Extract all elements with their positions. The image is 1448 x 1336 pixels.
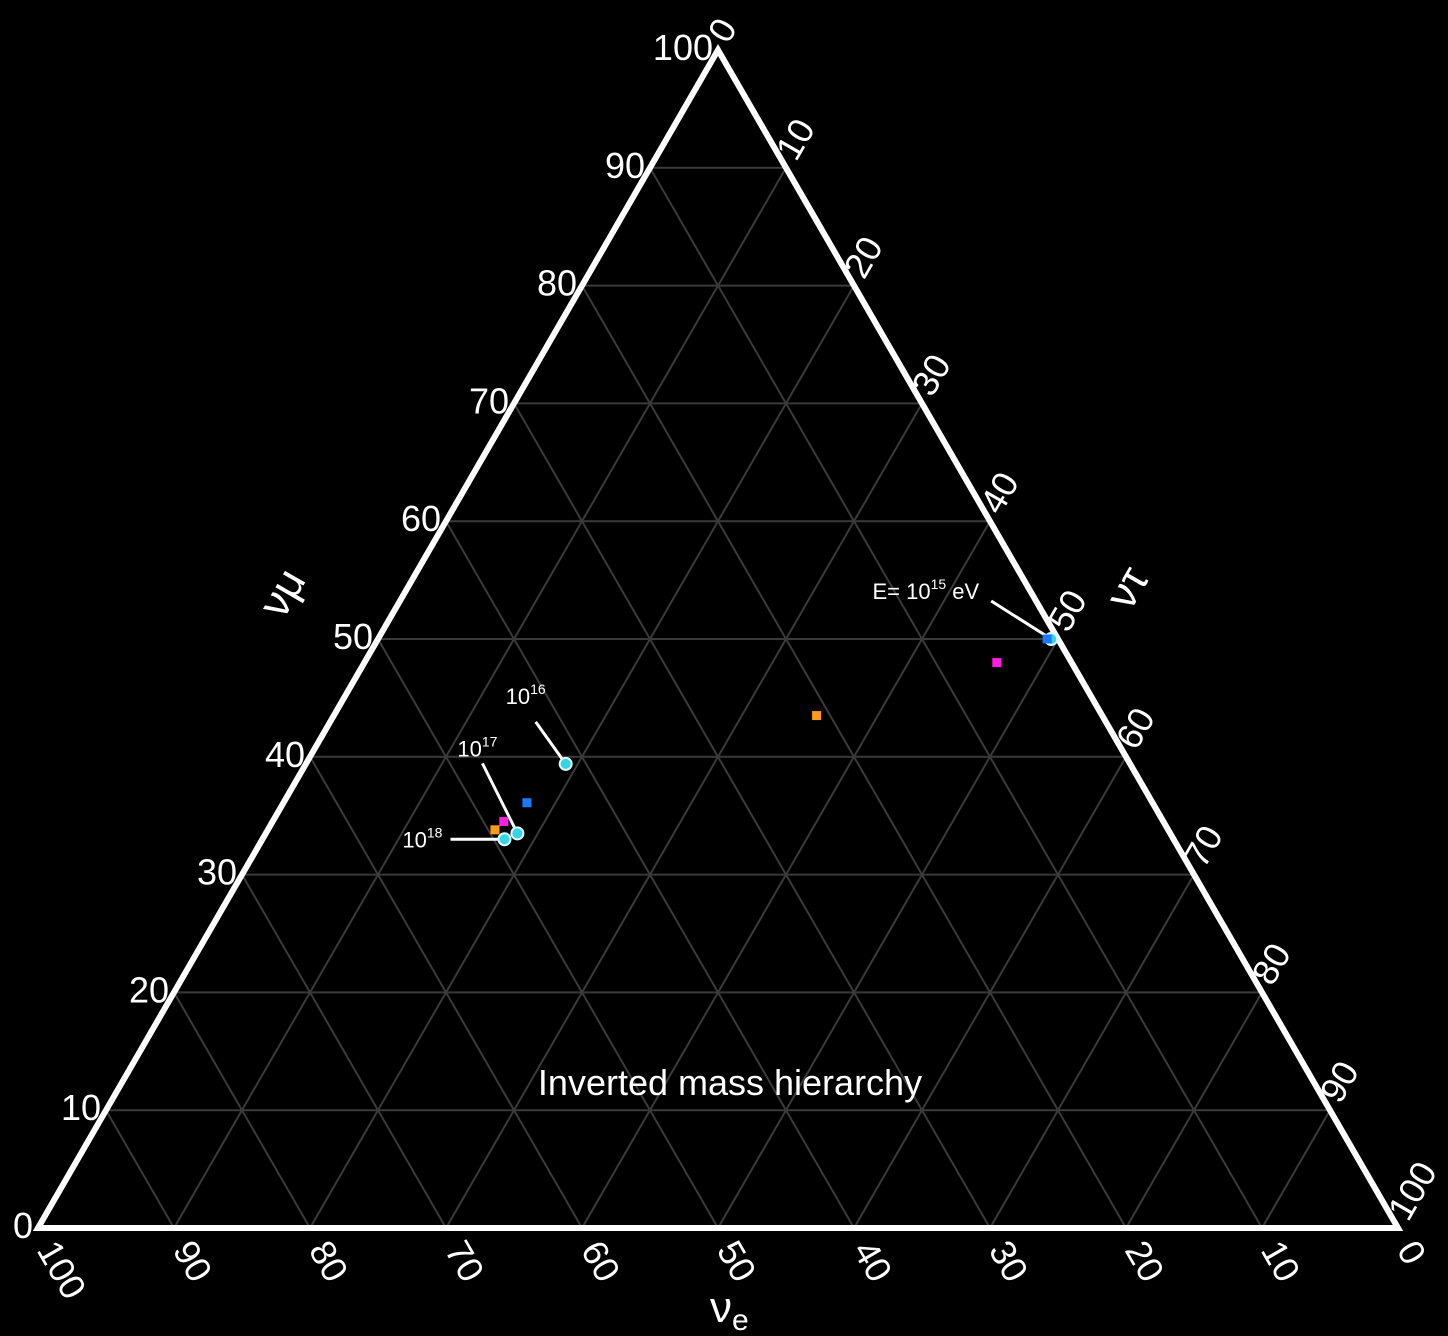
energy-label: 1017 — [457, 733, 497, 761]
data-point-square — [812, 711, 822, 721]
grid-line-nue — [241, 874, 447, 1229]
right-tick-label: 30 — [903, 347, 959, 402]
bottom-tick-label: 70 — [437, 1234, 493, 1289]
left-tick-label: 60 — [401, 498, 441, 539]
data-point-square — [522, 798, 532, 808]
grid-line-nutau — [1261, 1109, 1331, 1229]
right-tick-label: 10 — [767, 112, 823, 167]
data-point-square — [992, 658, 1002, 668]
energy-label: 1016 — [506, 681, 546, 709]
energy-label: 1018 — [402, 824, 442, 852]
bottom-tick-label: 0 — [1389, 1234, 1435, 1272]
bottom-tick-label: 50 — [709, 1234, 765, 1289]
grid-line-nue — [173, 991, 311, 1229]
hierarchy-annotation: Inverted mass hierarchy — [538, 1062, 922, 1103]
grid-line-nue — [309, 756, 583, 1229]
grid-line-nutau — [717, 638, 1059, 1229]
left-tick-label: 10 — [61, 1087, 101, 1128]
bottom-tick-label: 20 — [1117, 1234, 1173, 1289]
leader-line-layer — [450, 599, 1053, 841]
energy-leader-line — [990, 599, 1053, 641]
energy-leader-line — [534, 720, 567, 765]
grid-line-nue — [513, 402, 991, 1229]
right-tick-label: 80 — [1243, 936, 1299, 991]
grid-layer — [105, 166, 1331, 1229]
data-point-square — [499, 817, 509, 827]
grid-line-nue — [649, 167, 1263, 1229]
right-tick-label: 50 — [1039, 583, 1095, 638]
grid-line-nutau — [173, 167, 787, 1229]
bottom-tick-label: 80 — [301, 1234, 357, 1289]
energy-label-layer: E= 1015 eV 1016 1017 1018 — [402, 576, 979, 852]
right-tick-label: 40 — [971, 465, 1027, 520]
grid-line-nue — [105, 1109, 175, 1229]
bottom-tick-label: 40 — [845, 1234, 901, 1289]
grid-line-nutau — [989, 874, 1195, 1229]
left-tick-label: 0 — [13, 1205, 33, 1246]
right-tick-label: 70 — [1175, 818, 1231, 873]
axis-title-layer: νe νμ ντ — [249, 558, 1158, 1336]
left-tick-label: 50 — [333, 616, 373, 657]
data-point-square — [1042, 634, 1052, 644]
bottom-tick-label: 60 — [573, 1234, 629, 1289]
right-axis-title: ντ — [1096, 558, 1158, 617]
left-axis-title: νμ — [249, 560, 315, 626]
data-point-circle — [497, 832, 512, 847]
right-tick-label: 60 — [1107, 701, 1163, 756]
energy-label: E= 1015 eV — [872, 576, 979, 604]
data-point-layer — [490, 632, 1059, 847]
left-tick-label: 20 — [129, 969, 169, 1010]
right-tick-label: 20 — [835, 229, 891, 284]
bottom-tick-label: 100 — [29, 1234, 95, 1307]
left-tick-label: 70 — [469, 380, 509, 421]
data-point-circle — [558, 756, 573, 771]
left-tick-label: 90 — [605, 145, 645, 186]
grid-line-nutau — [1125, 991, 1263, 1229]
bottom-tick-label: 90 — [165, 1234, 221, 1289]
bottom-tick-label: 30 — [981, 1234, 1037, 1289]
energy-leader-line — [481, 762, 519, 835]
left-tick-label: 30 — [197, 852, 237, 893]
right-tick-label: 90 — [1311, 1054, 1367, 1109]
data-point-square — [490, 825, 500, 835]
left-tick-label: 80 — [537, 263, 577, 304]
data-point-circle — [510, 826, 525, 841]
bottom-tick-label: 10 — [1253, 1234, 1309, 1289]
grid-line-nutau — [853, 756, 1127, 1229]
left-tick-label: 40 — [265, 734, 305, 775]
grid-line-nutau — [445, 402, 923, 1229]
grid-line-nue — [377, 638, 719, 1229]
bottom-axis-title: νe — [710, 1283, 749, 1336]
left-tick-label: 100 — [653, 27, 713, 68]
